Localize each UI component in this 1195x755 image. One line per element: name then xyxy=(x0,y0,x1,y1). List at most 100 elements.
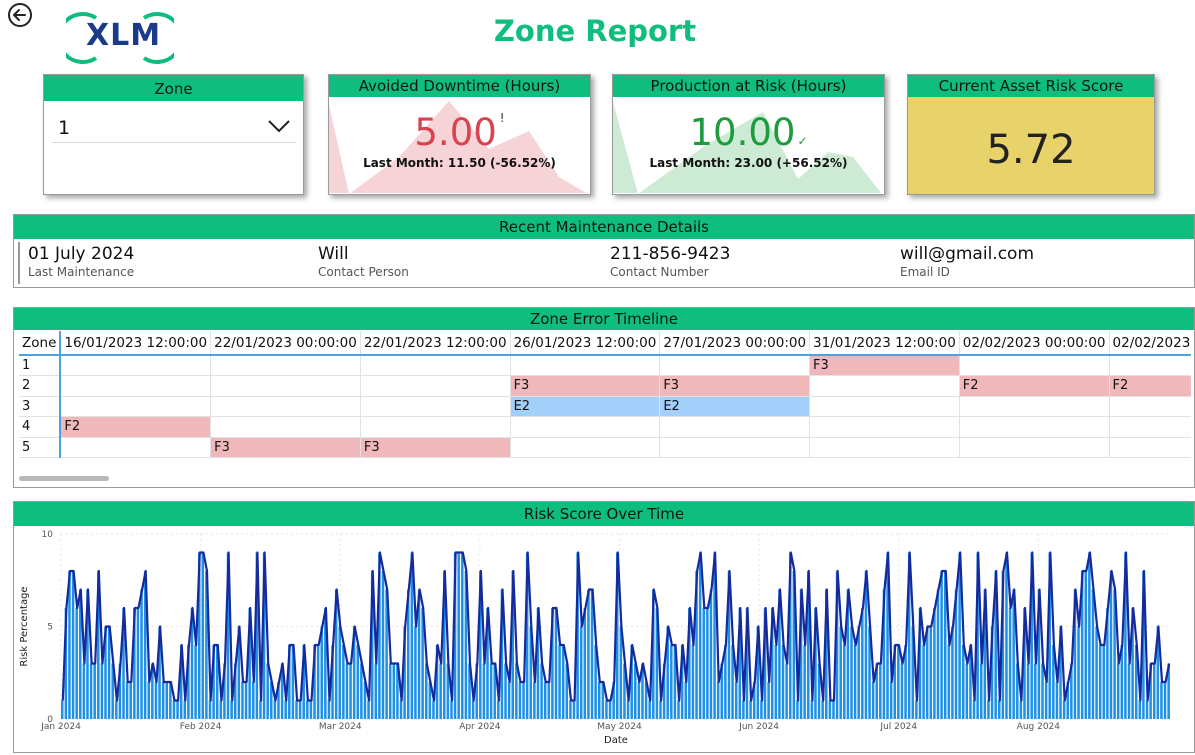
chart-bar xyxy=(1102,645,1106,719)
chart-bar xyxy=(212,645,215,719)
chart-bar xyxy=(918,608,922,719)
back-button[interactable] xyxy=(8,3,32,27)
chart-bar xyxy=(432,700,435,719)
chart-bar xyxy=(266,663,269,719)
chart-bar xyxy=(133,608,136,719)
chart-bar xyxy=(518,682,522,719)
chart-bar xyxy=(724,645,727,719)
timeline-cell: F2 xyxy=(959,375,1110,397)
production-at-risk-last-month: Last Month: 23.00 (+56.52%) xyxy=(649,156,848,170)
y-axis-label: Risk Percentage xyxy=(19,586,30,666)
chart-bar xyxy=(677,700,680,719)
timeline-column-header[interactable]: 31/01/2023 12:00:00 xyxy=(809,331,960,356)
chart-bar xyxy=(612,682,615,719)
chart-bar xyxy=(165,682,169,719)
chart-bar xyxy=(313,645,316,719)
contact-person-value: Will xyxy=(318,244,349,264)
chart-bar xyxy=(320,626,323,719)
chart-bar xyxy=(252,682,255,719)
chart-bar xyxy=(879,663,882,719)
chart-bar xyxy=(75,608,78,719)
timeline-cell: F2 xyxy=(1109,375,1191,397)
chart-bar xyxy=(547,682,551,719)
chart-bar xyxy=(273,700,277,719)
timeline-cell xyxy=(210,375,361,397)
chart-bar xyxy=(68,571,71,719)
chart-bar xyxy=(626,700,630,719)
avoided-downtime-title: Avoided Downtime (Hours) xyxy=(329,75,590,97)
timeline-row: 3 E2 E2 xyxy=(19,396,1191,417)
chart-bar xyxy=(298,700,302,719)
zone-cell: 3 xyxy=(19,396,62,417)
risk-chart-panel: Risk Score Over Time 0 5 10 Jan 2024 Feb 202… xyxy=(13,501,1195,753)
timeline-column-header[interactable]: 22/01/2023 00:00:00 xyxy=(210,331,361,356)
chart-bar xyxy=(634,663,637,719)
timeline-column-header[interactable]: 16/01/2023 12:00:00 xyxy=(60,331,212,356)
contact-number-value: 211-856-9423 xyxy=(610,244,731,264)
chart-bar xyxy=(475,663,478,719)
chart-bar xyxy=(922,645,925,719)
chart-bar xyxy=(115,700,118,719)
y-tick-label: 5 xyxy=(47,623,53,633)
timeline-cell xyxy=(959,355,1110,376)
chart-bar xyxy=(1034,663,1037,719)
chart-bar xyxy=(529,626,533,719)
chart-bar xyxy=(522,682,525,719)
chart-bar xyxy=(1023,608,1026,719)
chart-bar xyxy=(889,682,893,719)
timeline-column-header[interactable]: 26/01/2023 12:00:00 xyxy=(510,331,661,356)
x-tick-label: May 2024 xyxy=(597,722,642,732)
timeline-cell xyxy=(360,416,511,438)
timeline-column-header[interactable]: 27/01/2023 00:00:00 xyxy=(659,331,811,356)
chart-bar xyxy=(706,608,709,719)
chart-bar xyxy=(435,645,439,719)
avoided-downtime-card: Avoided Downtime (Hours) 5.00! Last Mont… xyxy=(328,74,591,195)
timeline-cell: E2 xyxy=(510,396,661,417)
timeline-column-header[interactable]: 02/02/2023 12:00:00 xyxy=(1109,331,1191,356)
contact-number-label: Contact Number xyxy=(610,265,709,279)
zone-dropdown[interactable]: 1 xyxy=(52,110,296,143)
chart-bar xyxy=(630,645,633,719)
chart-bar xyxy=(1167,663,1170,719)
y-tick-label: 10 xyxy=(42,530,54,540)
timeline-column-header[interactable]: 22/01/2023 12:00:00 xyxy=(360,331,511,356)
chart-bar xyxy=(998,700,1001,719)
chart-bar xyxy=(82,663,86,719)
chart-bar xyxy=(100,663,104,719)
risk-chart-title: Risk Score Over Time xyxy=(14,502,1194,526)
zone-column-header[interactable]: Zone xyxy=(19,331,62,356)
back-arrow-icon xyxy=(13,9,26,21)
chart-bar xyxy=(540,663,543,719)
chart-bar xyxy=(749,700,752,719)
timeline-matrix[interactable]: Zone 16/01/2023 12:00:00 22/01/2023 00:00:… xyxy=(19,331,1191,466)
y-tick-label: 0 xyxy=(47,715,53,725)
chart-bar xyxy=(756,626,760,719)
chart-bar xyxy=(763,608,767,719)
chart-bar xyxy=(169,682,172,719)
chart-bar xyxy=(511,571,514,719)
avoided-downtime-last-month: Last Month: 11.50 (-56.52%) xyxy=(363,156,556,170)
maintenance-title: Recent Maintenance Details xyxy=(14,215,1194,239)
timeline-row: 1 F3 xyxy=(19,355,1191,376)
chart-bar xyxy=(349,663,352,719)
timeline-cell: E2 xyxy=(659,396,811,417)
chart-bar xyxy=(61,700,64,719)
chart-bar xyxy=(208,700,212,719)
x-tick-label: Jan 2024 xyxy=(40,722,81,732)
chart-bar xyxy=(410,552,414,719)
chart-bar xyxy=(698,552,702,719)
timeline-column-header[interactable]: 02/02/2023 00:00:00 xyxy=(959,331,1110,356)
timeline-cell xyxy=(809,437,960,458)
chart-bar xyxy=(277,682,280,719)
chart-bar xyxy=(468,663,471,719)
logo-text: XLM xyxy=(86,18,162,53)
horizontal-scrollbar[interactable] xyxy=(19,476,109,481)
chart-bar xyxy=(727,571,731,719)
chart-bar xyxy=(788,552,792,719)
timeline-cell: F3 xyxy=(809,355,960,376)
chart-bar xyxy=(655,608,659,719)
chart-bar xyxy=(543,682,547,719)
timeline-cell xyxy=(210,396,361,417)
chart-bar xyxy=(464,571,468,719)
chart-bar xyxy=(284,700,287,719)
